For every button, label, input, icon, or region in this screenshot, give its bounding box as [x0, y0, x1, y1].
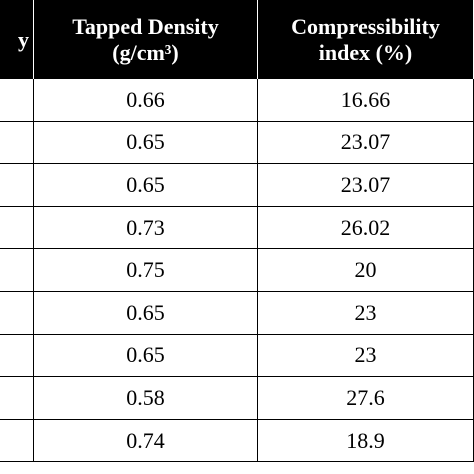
- header-text: y: [18, 26, 29, 52]
- empty-cell: [0, 249, 34, 292]
- table-cell: 23: [258, 334, 474, 378]
- table-cell: 0.75: [34, 249, 258, 292]
- empty-cell: [0, 121, 34, 165]
- empty-cell: [0, 419, 34, 463]
- empty-cell: [0, 164, 34, 207]
- empty-cell: [0, 334, 34, 378]
- header-cell: y: [0, 0, 34, 79]
- header-text: (g/cm³): [112, 39, 179, 65]
- table-cell: 16.66: [258, 79, 474, 122]
- table-cell: 23.07: [258, 121, 474, 165]
- table-cell: 0.65: [34, 121, 258, 165]
- empty-cell: [0, 206, 34, 250]
- header-cell: Tapped Density (g/cm³): [34, 0, 258, 79]
- table-cell: 26.02: [258, 206, 474, 250]
- table-cell: 0.66: [34, 79, 258, 122]
- table-cell: 0.65: [34, 292, 258, 335]
- table-cell: 0.58: [34, 377, 258, 420]
- header-text: Tapped Density: [72, 13, 219, 39]
- empty-cell: [0, 292, 34, 335]
- empty-cell: [0, 377, 34, 420]
- header-text: index (%): [318, 39, 413, 65]
- table-cell: 0.65: [34, 334, 258, 378]
- table-cell: 27.6: [258, 377, 474, 420]
- table-cell: 20: [258, 249, 474, 292]
- table-cell: 0.65: [34, 164, 258, 207]
- empty-cell: [0, 79, 34, 122]
- table-cell: 0.74: [34, 419, 258, 463]
- table-cell: 23.07: [258, 164, 474, 207]
- header-text: Compressibility: [291, 13, 440, 39]
- table-cell: 23: [258, 292, 474, 335]
- table-cell: 0.73: [34, 206, 258, 250]
- header-cell: Compressibility index (%): [258, 0, 474, 79]
- table-cell: 18.9: [258, 419, 474, 463]
